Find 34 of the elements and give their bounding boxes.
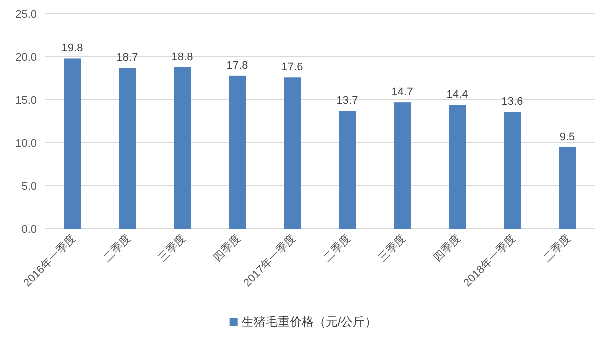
y-tick-label: 15.0 [16,95,37,107]
bar [64,58,81,229]
data-label: 13.6 [502,96,524,108]
data-label: 14.4 [446,89,468,102]
x-tick-label: 二季度 [321,232,354,264]
y-tick-label: 25.0 [16,9,37,21]
bar [174,67,191,229]
bar [559,147,576,229]
data-label: 13.7 [336,95,358,108]
y-tick-label: 20.0 [16,52,37,64]
bar [339,111,356,229]
data-label: 19.8 [62,42,84,55]
y-tick-label: 0.0 [22,224,37,236]
bar [394,102,411,229]
x-tick-label: 三季度 [156,232,189,264]
data-label: 9.5 [560,131,576,144]
x-tick-label: 四季度 [211,232,244,264]
legend-label: 生猪毛重价格（元/公斤） [242,315,378,329]
x-tick-label: 四季度 [431,232,464,264]
bar [284,78,301,229]
data-label: 17.6 [282,62,304,74]
bar [449,105,466,229]
data-label: 18.7 [116,52,138,64]
bar [119,68,136,229]
bar [229,76,246,229]
x-tick-label: 二季度 [101,232,134,264]
data-label: 14.7 [392,86,414,99]
x-tick-label: 三季度 [376,232,409,264]
bar [504,112,521,229]
data-label: 17.8 [226,60,248,72]
data-label: 18.8 [172,51,194,64]
y-tick-label: 10.0 [16,138,37,150]
y-tick-label: 5.0 [22,181,37,193]
x-tick-label: 二季度 [541,232,574,264]
